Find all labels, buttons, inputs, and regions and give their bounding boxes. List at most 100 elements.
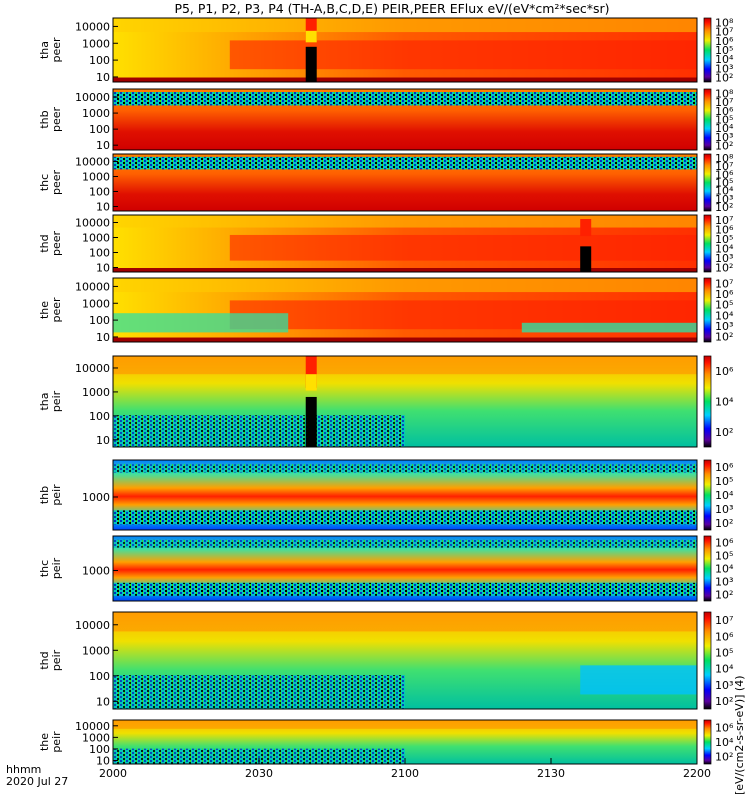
colorbar xyxy=(703,355,712,448)
y-tick-label: 100 xyxy=(89,670,110,683)
colorbar xyxy=(703,535,712,602)
colorbar-tick-label: 10² xyxy=(715,517,733,530)
low-energy-band xyxy=(113,268,697,272)
colorbar xyxy=(703,277,712,343)
colorbar-tick-label: 10⁴ xyxy=(715,53,734,66)
colorbar-tick-label: 10⁴ xyxy=(715,396,734,409)
peak-flux-band xyxy=(229,234,698,261)
colorbar-tick-label: 10⁸ xyxy=(715,87,734,100)
colorbar-tick-label: 10⁴ xyxy=(715,489,734,502)
colorbar-tick-label: 10⁶ xyxy=(715,461,734,474)
panel-frame xyxy=(112,277,698,343)
low-energy-band xyxy=(113,337,697,342)
colorbar-tick-label: 10² xyxy=(715,331,733,344)
colorbar xyxy=(703,17,712,83)
panel-instrument-label: peir xyxy=(50,731,63,753)
noise-band xyxy=(113,415,405,447)
panel-frame xyxy=(112,355,698,448)
colorbar-tick-label: 10⁷ xyxy=(715,160,733,173)
colorbar-tick-label: 10⁵ xyxy=(715,177,733,190)
y-tick-label: 1000 xyxy=(82,171,110,184)
y-tick-label: 10 xyxy=(96,71,110,84)
panel-probe-label: tha xyxy=(38,392,51,410)
panel-frame xyxy=(112,153,698,212)
data-gap-column xyxy=(305,30,317,43)
panel-probe-label: thd xyxy=(38,651,51,669)
colorbar-tick-label: 10⁷ xyxy=(715,96,733,109)
x-tick-label: 2200 xyxy=(683,767,711,780)
colorbar-tick-label: 10⁵ xyxy=(715,550,733,563)
x-tick-label: 2130 xyxy=(537,767,565,780)
panel-instrument-label: peir xyxy=(50,557,63,579)
panel-frame xyxy=(112,88,698,151)
colorbar-tick-label: 10⁷ xyxy=(715,277,733,290)
x-label-date: 2020 Jul 27 xyxy=(6,775,68,788)
colorbar-tick-label: 10⁴ xyxy=(715,563,734,576)
panel-instrument-label: peir xyxy=(50,649,63,671)
colorbar-tick-label: 10² xyxy=(715,71,733,84)
y-tick-label: 10000 xyxy=(75,91,110,104)
low-energy-band xyxy=(113,77,697,82)
colorbar-tick-label: 10⁶ xyxy=(715,288,734,301)
colorbar-tick-label: 10³ xyxy=(715,252,733,265)
colorbar-tick-label: 10⁶ xyxy=(715,630,734,643)
high-energy-band xyxy=(113,215,697,228)
panel-probe-label: the xyxy=(38,301,51,319)
panel-frame xyxy=(112,17,698,83)
y-tick-label: 1000 xyxy=(82,107,110,120)
panel-instrument-label: peer xyxy=(50,107,63,133)
y-tick-label: 10 xyxy=(96,262,110,275)
colorbar-tick-label: 10⁶ xyxy=(715,365,734,378)
high-energy-band xyxy=(113,278,697,293)
colorbar-tick-label: 10⁵ xyxy=(715,44,733,57)
panel-frame xyxy=(112,535,698,602)
noise-band xyxy=(113,748,405,764)
colorbar-tick-label: 10⁶ xyxy=(715,537,734,550)
colorbar-tick-label: 10⁵ xyxy=(715,233,733,246)
chart-title: P5, P1, P2, P3, P4 (TH-A,B,C,D,E) PEIR,P… xyxy=(174,1,609,16)
panel-instrument-label: peer xyxy=(50,231,63,257)
colorbar-tick-label: 10² xyxy=(715,589,733,602)
colorbar-tick-label: 10⁴ xyxy=(715,736,734,749)
colorbar-tick-label: 10⁵ xyxy=(715,475,733,488)
y-tick-label: 10 xyxy=(96,434,110,447)
data-gap-column xyxy=(580,219,592,237)
data-gap-column xyxy=(305,46,317,82)
y-tick-label: 10000 xyxy=(75,280,110,293)
low-flux-region xyxy=(521,322,697,333)
panel-probe-label: thc xyxy=(38,560,51,577)
panel-frame xyxy=(112,214,698,273)
colorbar-tick-label: 10⁶ xyxy=(715,223,734,236)
colorbar-tick-label: 10⁴ xyxy=(715,185,734,198)
panel-probe-label: the xyxy=(38,733,51,751)
noise-band xyxy=(113,675,405,709)
colorbar-tick-label: 10³ xyxy=(715,576,733,589)
panel-probe-label: thb xyxy=(38,110,51,128)
y-tick-label: 1000 xyxy=(82,37,110,50)
y-tick-label: 10000 xyxy=(75,156,110,169)
colorbar-tick-label: 10² xyxy=(715,751,733,764)
panel-frame xyxy=(112,459,698,531)
colorbar-tick-label: 10⁷ xyxy=(715,214,733,227)
colorbar-tick-label: 10⁵ xyxy=(715,299,733,312)
colorbar-tick-label: 10⁶ xyxy=(715,721,734,734)
colorbar-units-label: [eV/(cm2-s-sr-eV)] (4) xyxy=(733,676,746,796)
colorbar-tick-label: 10⁴ xyxy=(715,663,734,676)
noise-band xyxy=(113,156,697,170)
y-tick-label: 1000 xyxy=(82,644,110,657)
panel-instrument-label: peir xyxy=(50,390,63,412)
colorbar-tick-label: 10³ xyxy=(715,62,733,75)
colorbar-tick-label: 10⁸ xyxy=(715,17,734,30)
y-tick-label: 100 xyxy=(89,123,110,136)
peak-flux-band xyxy=(229,40,698,70)
high-energy-band xyxy=(113,18,697,33)
y-tick-label: 100 xyxy=(89,743,110,756)
y-tick-label: 10 xyxy=(96,755,110,768)
colorbar-tick-label: 10⁴ xyxy=(715,242,734,255)
colorbar-tick-label: 10² xyxy=(715,140,733,153)
